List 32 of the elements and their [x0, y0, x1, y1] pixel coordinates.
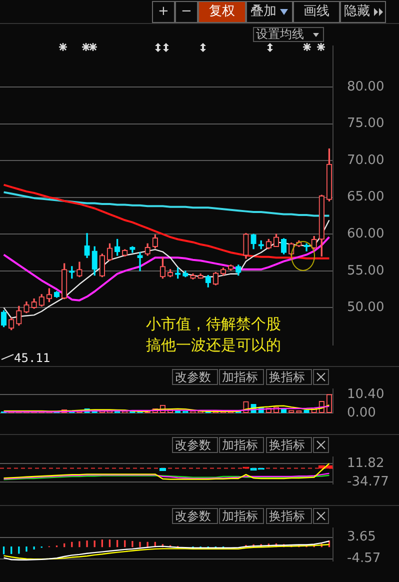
- text: 设置均线: [253, 27, 324, 42]
- text: 加指标: [219, 437, 264, 453]
- y-tick-label: 11.82: [347, 456, 384, 472]
- y-tick-label: 75.00: [347, 116, 384, 132]
- text: 隐藏: [340, 1, 386, 23]
- text: 画线: [293, 1, 340, 23]
- annotation: 搞他一波还是可以的: [146, 336, 281, 355]
- text: 复权: [198, 1, 246, 23]
- text: 改参数: [172, 508, 218, 524]
- y-tick-label: 0.00: [347, 406, 376, 421]
- text: 加指标: [219, 508, 264, 524]
- y-tick-label: 65.00: [347, 190, 384, 205]
- y-tick-label: 55.00: [347, 263, 384, 278]
- y-tick-label: -4.57: [347, 551, 381, 566]
- y-tick-label: 70.00: [347, 152, 384, 168]
- text: 改参数: [172, 437, 218, 453]
- text: 叠加: [246, 1, 293, 23]
- text: 换指标: [266, 437, 312, 453]
- y-tick-label: 50.00: [347, 300, 384, 316]
- y-tick-label: 60.00: [347, 226, 384, 242]
- text: +: [152, 1, 175, 23]
- text: 换指标: [266, 369, 312, 385]
- text: 加指标: [219, 369, 264, 385]
- text: 45.11: [14, 351, 50, 365]
- y-tick-label: 80.00: [347, 79, 384, 94]
- text: 改参数: [172, 369, 218, 385]
- y-tick-label: 3.65: [347, 530, 376, 545]
- y-tick-label: -34.77: [347, 474, 389, 490]
- text: −: [175, 1, 198, 23]
- annotation: 小市值，待解禁个股: [146, 315, 281, 334]
- text: 换指标: [266, 508, 312, 524]
- y-tick-label: 10.40: [347, 386, 384, 402]
